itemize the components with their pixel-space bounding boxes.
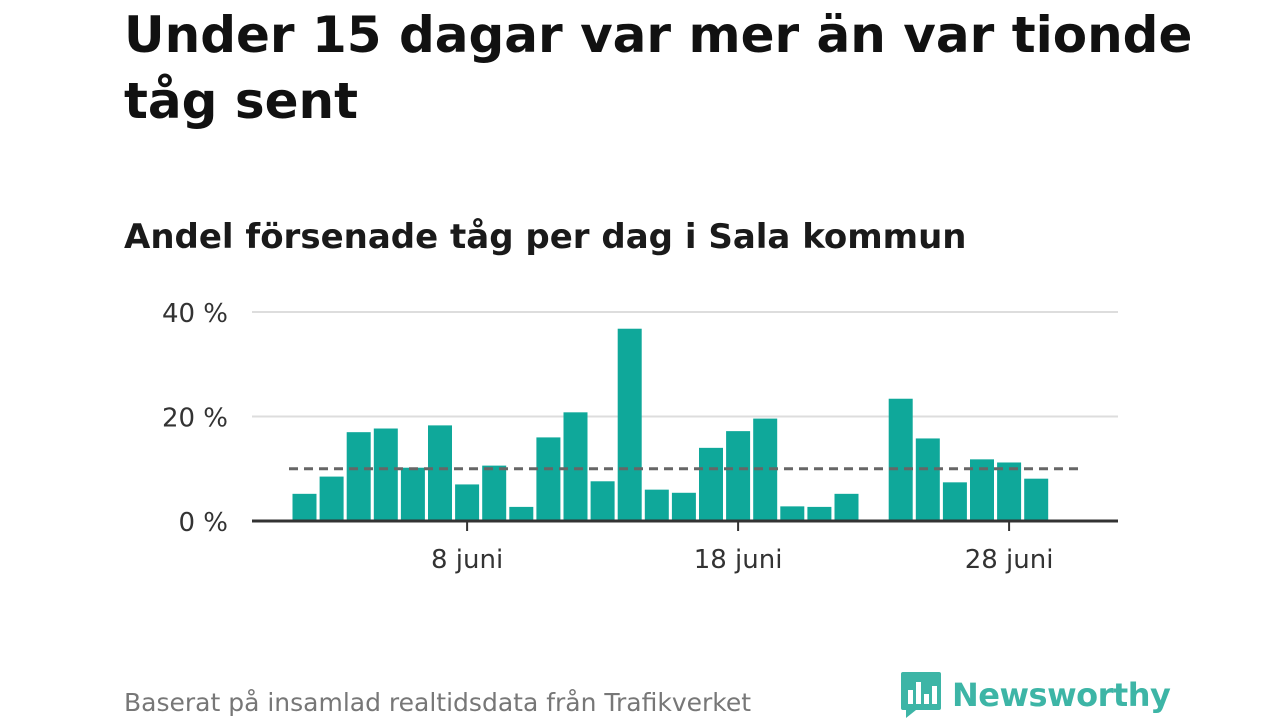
source-note: Baserat på insamlad realtidsdata från Tr… <box>124 688 752 717</box>
chart-subtitle: Andel försenade tåg per dag i Sala kommu… <box>124 217 967 257</box>
y-tick-label: 0 % <box>178 508 228 538</box>
y-axis-ticks: 0 % 20 % 40 % <box>162 299 228 538</box>
bar: 7 juni: 18.3 % <box>428 425 452 521</box>
bar: 22 juni: 5.2 % <box>834 493 859 521</box>
bar: 17 juni: 14 % <box>699 447 723 521</box>
chart-title: Under 15 dagar var mer än var tionde tåg… <box>124 6 1193 130</box>
x-tick-label: 18 juni <box>694 545 783 575</box>
bars: 2 juni: 5.2 %3 juni: 8.5 %4 juni: 17 %5 … <box>292 328 1049 521</box>
bar: 21 juni: 2.7 % <box>807 506 832 521</box>
y-tick-label: 20 % <box>162 404 228 434</box>
bar: 5 juni: 17.7 % <box>373 428 398 521</box>
bar: 9 juni: 10.6 % <box>482 465 507 521</box>
bar: 15 juni: 6 % <box>644 489 669 521</box>
bar: 2 juni: 5.2 % <box>292 493 317 521</box>
bar: 8 juni: 7 % <box>455 484 480 521</box>
grid-lines <box>252 311 1118 418</box>
x-tick-label: 8 juni <box>431 545 503 575</box>
bar: 13 juni: 7.6 % <box>590 481 615 521</box>
bar: 10 juni: 2.7 % <box>509 506 534 521</box>
bar: 25 juni: 15.8 % <box>915 438 940 521</box>
bar: 3 juni: 8.5 % <box>319 476 344 521</box>
bar: 14 juni: 36.8 % <box>617 328 642 521</box>
bar: 29 juni: 8.1 % <box>1024 478 1049 521</box>
bar: 28 juni: 11.2 % <box>997 462 1022 521</box>
bar: 20 juni: 2.8 % <box>780 506 805 521</box>
y-tick-label: 40 % <box>162 299 228 329</box>
brand-logo: Newsworthy <box>900 670 1171 720</box>
bar: 24 juni: 23.4 % <box>888 398 913 521</box>
brand-name: Newsworthy <box>952 676 1171 714</box>
bar: 18 juni: 17.2 % <box>726 431 751 521</box>
bar: 26 juni: 7.4 % <box>942 482 967 521</box>
newsworthy-logo-icon <box>901 672 941 718</box>
bar: 12 juni: 20.8 % <box>563 412 588 521</box>
bar: 16 juni: 5.4 % <box>671 492 696 521</box>
bar: 4 juni: 17 % <box>346 432 371 521</box>
x-axis: 8 juni 18 juni 28 juni <box>252 519 1118 575</box>
bar: 11 juni: 16 % <box>536 437 561 521</box>
bar: 6 juni: 10.2 % <box>400 467 425 521</box>
x-tick-label: 28 juni <box>965 545 1054 575</box>
